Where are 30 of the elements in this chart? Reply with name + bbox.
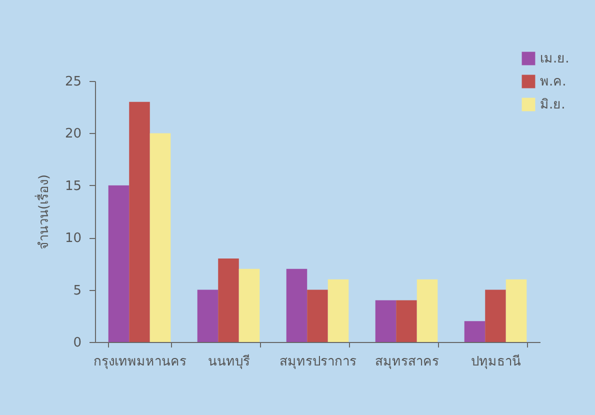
y-tick-label: 0 — [73, 336, 82, 350]
y-tick-label: 10 — [64, 231, 82, 246]
bar — [150, 133, 171, 342]
bar — [464, 321, 486, 342]
y-tick-label: 15 — [64, 178, 82, 194]
bar — [108, 185, 130, 342]
bar — [129, 102, 150, 342]
bar — [416, 279, 438, 342]
y-tick-label: 20 — [64, 126, 82, 142]
bar — [396, 300, 417, 342]
x-tick-label: นนทบุรี — [208, 354, 250, 370]
bar — [307, 290, 328, 342]
legend-label: มิ.ย. — [540, 98, 566, 112]
x-tick-label: สมุทรสาคร — [375, 354, 439, 370]
legend-label: เม.ย. — [540, 52, 570, 66]
y-axis-title: จำนวน(เรื่อง) — [34, 174, 52, 250]
bar — [197, 290, 218, 342]
bar — [286, 268, 308, 342]
bar — [328, 279, 349, 342]
x-tick-label: สมุทรปราการ — [280, 354, 356, 370]
y-tick-label: 5 — [73, 283, 82, 298]
x-tick-label: ปทุมธานี — [471, 354, 521, 370]
legend-label: พ.ค. — [540, 74, 566, 90]
bar — [218, 258, 239, 342]
y-tick-label: 25 — [64, 74, 82, 90]
bar — [375, 300, 396, 342]
bar — [506, 279, 527, 342]
x-tick-label: กรุงเทพมหานคร — [94, 354, 186, 370]
bar — [485, 290, 506, 342]
bar — [238, 268, 260, 342]
